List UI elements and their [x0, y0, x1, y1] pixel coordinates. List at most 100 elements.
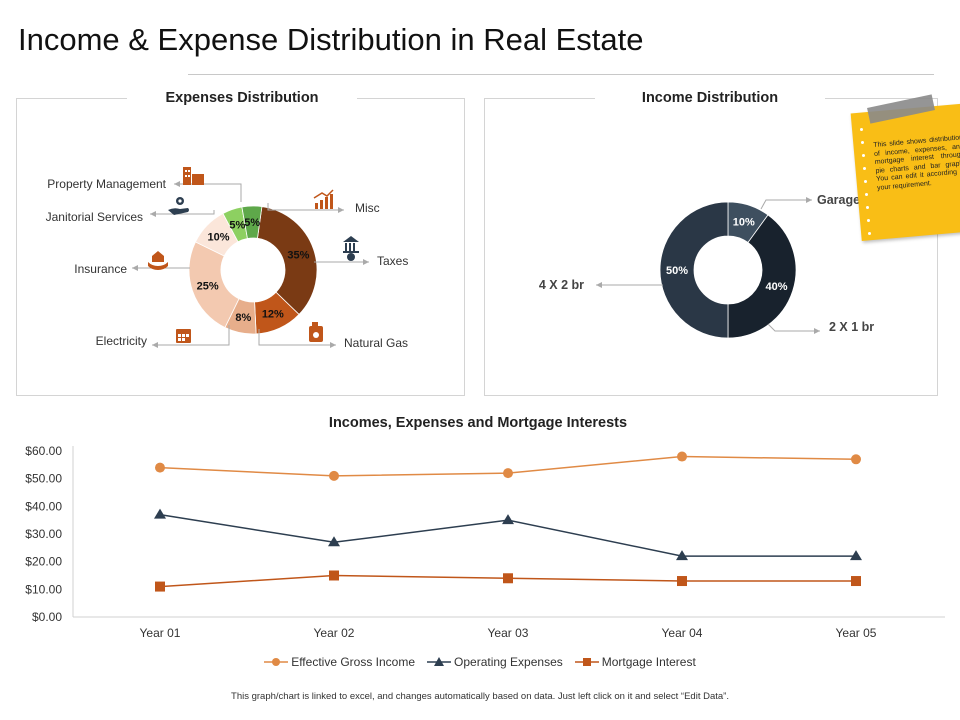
- note-bullet-dot: [864, 180, 867, 183]
- line-chart-title: Incomes, Expenses and Mortgage Interests: [329, 415, 627, 431]
- y-tick-label: $10.00: [25, 582, 62, 596]
- note-bullet-dot: [860, 128, 863, 131]
- label-insurance: Insurance: [74, 262, 127, 276]
- page-title: Income & Expense Distribution in Real Es…: [18, 22, 644, 57]
- legend-square-marker: [574, 658, 599, 666]
- data-point-marker: [154, 508, 166, 519]
- data-point-marker: [677, 576, 687, 587]
- arrow-electricity: [152, 342, 158, 348]
- data-point-marker: [328, 536, 340, 547]
- arrow-property-management: [174, 181, 180, 187]
- expenses-chart-title: Expenses Distribution: [127, 90, 357, 106]
- income-chart-title: Income Distribution: [595, 90, 825, 106]
- calendar-icon: [176, 329, 191, 343]
- data-point-marker: [155, 462, 165, 473]
- x-tick-label: Year 03: [488, 626, 529, 640]
- legend-item-income: Effective Gross Income: [264, 655, 415, 669]
- arrow-janitorial-services: [150, 211, 156, 217]
- leader-misc: [267, 203, 344, 211]
- label-garages: Garages: [817, 193, 867, 207]
- expense-slice: [257, 206, 318, 316]
- y-tick-label: $0.00: [32, 610, 62, 624]
- leader-two-by-one: [767, 323, 820, 332]
- note-bullet-dot: [867, 219, 870, 222]
- note-bullet-dot: [865, 193, 868, 196]
- label-property-management: Property Management: [47, 177, 166, 191]
- legend-triangle-marker: [427, 657, 452, 666]
- data-point-marker: [155, 581, 165, 592]
- expense-slice: [241, 205, 263, 239]
- note-bullet-dot: [868, 232, 871, 235]
- income-slice-label: 10%: [733, 216, 755, 228]
- x-tick-label: Year 02: [314, 626, 355, 640]
- house-hands-icon: [148, 251, 168, 270]
- label-electricity: Electricity: [96, 334, 147, 348]
- label-natural-gas: Natural Gas: [344, 336, 408, 350]
- note-bullet-dot: [866, 206, 869, 209]
- leader-garages: [760, 199, 812, 210]
- legend-label-mortgage: Mortgage Interest: [601, 655, 696, 669]
- leader-electricity: [152, 325, 230, 346]
- expense-slice-label: 5%: [244, 217, 260, 229]
- expense-slice-label: 8%: [235, 312, 251, 324]
- label-four-by-two: 4 X 2 br: [539, 278, 584, 292]
- y-tick-label: $40.00: [25, 499, 62, 513]
- arrow-two-by-one: [814, 328, 820, 334]
- label-misc: Misc: [355, 201, 380, 215]
- y-tick-label: $60.00: [25, 444, 62, 458]
- y-tick-label: $20.00: [25, 555, 62, 569]
- expense-slice-label: 5%: [229, 220, 245, 232]
- data-point-marker: [503, 468, 513, 479]
- x-tick-label: Year 05: [836, 626, 877, 640]
- building-icon: [183, 167, 204, 185]
- expense-slice-label: 12%: [262, 309, 284, 321]
- legend-item-expenses: Operating Expenses: [427, 655, 563, 669]
- legend-circle-marker: [264, 658, 289, 666]
- data-point-marker: [503, 573, 513, 584]
- data-point-marker: [851, 454, 861, 465]
- arrow-misc: [338, 207, 344, 213]
- expense-slice-label: 10%: [207, 232, 229, 244]
- leader-janitorial-services: [150, 210, 215, 215]
- expense-slice-label: 25%: [197, 281, 219, 293]
- legend-item-mortgage: Mortgage Interest: [574, 655, 696, 669]
- line-chart-legend: Effective Gross Income Operating Expense…: [0, 655, 960, 669]
- y-tick-label: $50.00: [25, 472, 62, 486]
- legend-label-expenses: Operating Expenses: [454, 655, 563, 669]
- legend-label-income: Effective Gross Income: [291, 655, 416, 669]
- title-divider: [188, 74, 934, 75]
- data-point-marker: [677, 451, 687, 462]
- x-tick-label: Year 04: [662, 626, 703, 640]
- arrow-taxes: [363, 259, 369, 265]
- leader-natural-gas: [258, 329, 336, 346]
- bank-icon: [343, 236, 359, 261]
- label-taxes: Taxes: [377, 254, 408, 268]
- data-point-marker: [502, 514, 514, 525]
- y-tick-label: $30.00: [25, 527, 62, 541]
- income-slice: [659, 201, 729, 339]
- x-tick-label: Year 01: [140, 626, 181, 640]
- note-bullet-dot: [863, 167, 866, 170]
- footer-note: This graph/chart is linked to excel, and…: [231, 691, 729, 702]
- data-point-marker: [676, 550, 688, 561]
- data-point-marker: [850, 550, 862, 561]
- expense-slice-label: 35%: [287, 249, 309, 261]
- income-slice-label: 40%: [765, 281, 787, 293]
- gas-can-icon: [309, 322, 323, 342]
- arrow-insurance: [132, 265, 138, 271]
- note-bullet-dot: [862, 154, 865, 157]
- arrow-garages: [806, 197, 812, 203]
- growth-chart-icon: [313, 189, 334, 209]
- data-point-marker: [329, 570, 339, 581]
- label-two-by-one: 2 X 1 br: [829, 320, 874, 334]
- data-point-marker: [329, 470, 339, 481]
- income-slice: [727, 214, 797, 339]
- arrow-four-by-two: [596, 282, 602, 288]
- expenses-panel: Expenses Distribution: [16, 90, 465, 396]
- data-point-marker: [851, 576, 861, 587]
- label-janitorial-services: Janitorial Services: [46, 210, 143, 224]
- income-slice-label: 50%: [666, 265, 688, 277]
